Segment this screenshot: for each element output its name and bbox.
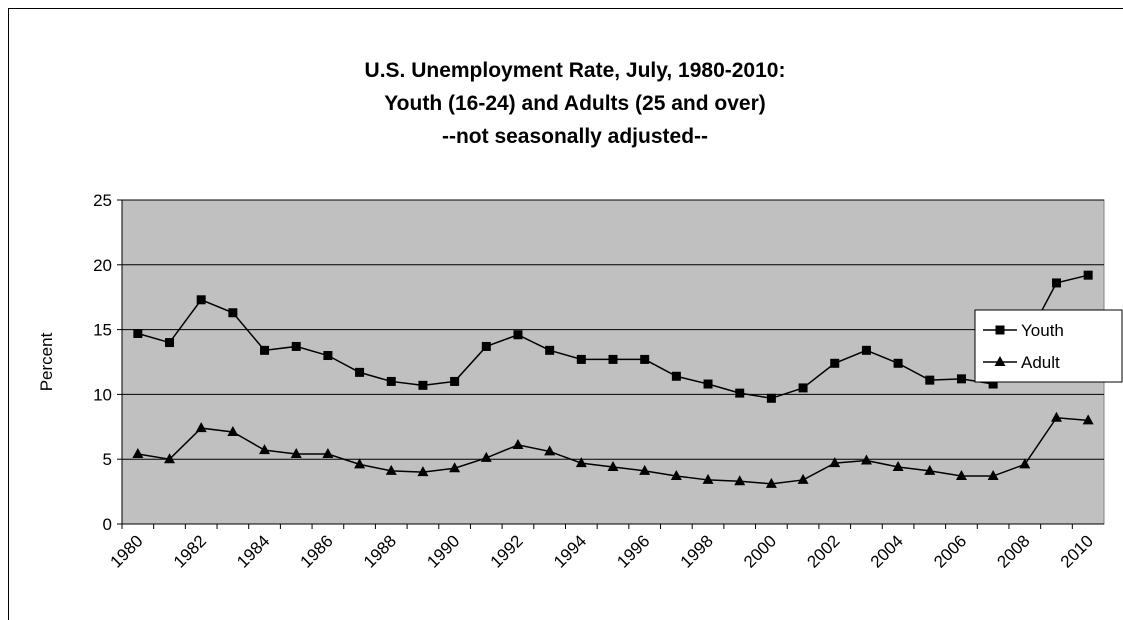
data-point bbox=[544, 445, 556, 456]
data-point bbox=[386, 376, 396, 386]
data-point bbox=[228, 308, 238, 318]
data-point bbox=[323, 351, 333, 361]
data-point bbox=[545, 345, 555, 355]
data-point bbox=[988, 379, 998, 389]
data-point bbox=[290, 448, 302, 459]
data-point bbox=[195, 422, 207, 433]
data-point bbox=[417, 466, 429, 477]
data-point bbox=[995, 325, 1005, 335]
data-point bbox=[892, 460, 904, 471]
y-tick-label: 20 bbox=[93, 256, 112, 275]
y-tick-label: 0 bbox=[103, 515, 112, 534]
data-point bbox=[703, 379, 713, 389]
data-point bbox=[893, 358, 903, 368]
data-point bbox=[765, 477, 777, 488]
data-point bbox=[132, 448, 144, 459]
y-tick-label: 15 bbox=[93, 321, 112, 340]
data-point bbox=[512, 438, 524, 449]
data-point bbox=[196, 295, 206, 305]
data-point bbox=[671, 371, 681, 381]
data-point bbox=[798, 383, 808, 393]
data-point bbox=[385, 464, 397, 475]
data-point bbox=[640, 354, 650, 364]
data-point bbox=[987, 470, 999, 481]
data-point bbox=[924, 464, 936, 475]
data-point bbox=[1051, 278, 1061, 288]
data-point bbox=[1019, 458, 1031, 469]
data-point bbox=[608, 354, 618, 364]
data-point bbox=[734, 475, 746, 486]
data-point bbox=[260, 345, 270, 355]
legend-label: Adult bbox=[1021, 353, 1060, 372]
data-point bbox=[354, 458, 366, 469]
y-tick-label: 10 bbox=[93, 385, 112, 404]
data-point bbox=[164, 453, 176, 464]
data-point bbox=[418, 380, 428, 390]
data-point bbox=[702, 473, 714, 484]
y-tick-label: 25 bbox=[93, 191, 112, 210]
data-point bbox=[227, 425, 239, 436]
data-point bbox=[925, 375, 935, 385]
data-point bbox=[259, 444, 271, 455]
data-point bbox=[956, 374, 966, 384]
data-point bbox=[575, 457, 587, 468]
data-point bbox=[133, 328, 143, 338]
y-axis-label: Percent bbox=[37, 332, 56, 391]
data-point bbox=[481, 341, 491, 351]
data-point bbox=[1083, 270, 1093, 280]
data-point bbox=[955, 470, 967, 481]
chart-title: Youth (16-24) and Adults (25 and over) bbox=[384, 92, 766, 115]
data-point bbox=[291, 341, 301, 351]
data-point bbox=[639, 464, 651, 475]
data-point bbox=[735, 388, 745, 398]
data-point bbox=[513, 330, 523, 340]
data-point bbox=[830, 358, 840, 368]
data-point bbox=[576, 354, 586, 364]
data-point bbox=[994, 356, 1006, 366]
data-point bbox=[797, 473, 809, 484]
chart-title: --not seasonally adjusted-- bbox=[442, 125, 708, 148]
chart-title: U.S. Unemployment Rate, July, 1980-2010: bbox=[365, 59, 786, 82]
data-point bbox=[449, 462, 461, 473]
data-point bbox=[766, 393, 776, 403]
data-point bbox=[861, 345, 871, 355]
y-tick-label: 5 bbox=[103, 450, 112, 469]
data-point bbox=[355, 367, 365, 377]
data-point bbox=[1082, 414, 1094, 425]
data-point bbox=[860, 454, 872, 465]
data-point bbox=[450, 376, 460, 386]
data-point bbox=[322, 448, 334, 459]
legend-box bbox=[974, 309, 1123, 383]
data-point bbox=[480, 451, 492, 462]
data-point bbox=[1050, 411, 1062, 422]
data-point bbox=[670, 470, 682, 481]
data-point bbox=[607, 460, 619, 471]
data-point bbox=[829, 457, 841, 468]
legend-label: Youth bbox=[1021, 321, 1064, 340]
data-point bbox=[165, 338, 175, 348]
